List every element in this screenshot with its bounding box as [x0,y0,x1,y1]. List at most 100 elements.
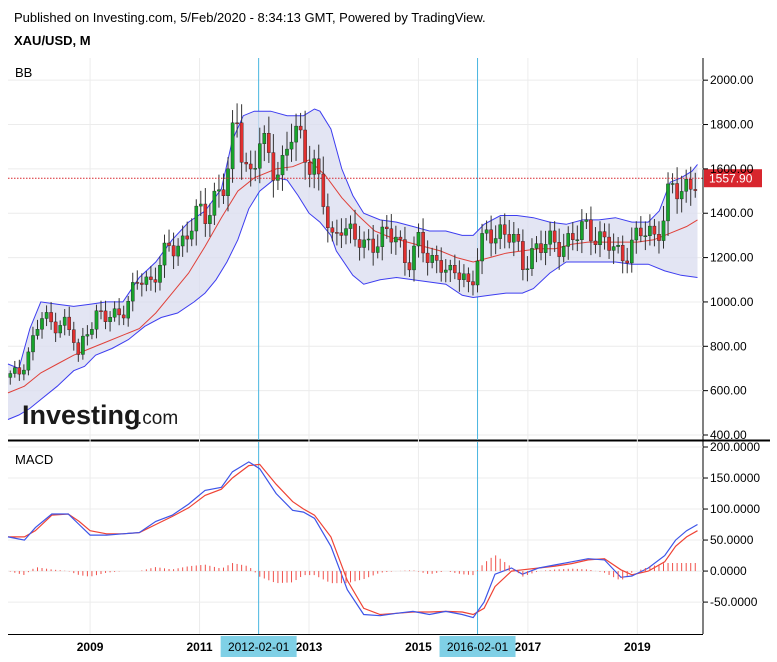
price-tick-label: 600.00 [710,384,747,398]
candle-body [49,312,53,323]
candle-body [189,230,194,240]
bollinger-bands [7,108,698,420]
candle-body [316,158,321,175]
candle-body [76,342,81,355]
candle-body [684,178,688,192]
candle-body [67,316,71,331]
candle-body [493,238,498,244]
candle-body [539,243,543,253]
candle-body [657,233,661,241]
candle-body [634,227,639,241]
candle-body [534,243,539,249]
candle-body [239,122,244,163]
candle-body [221,189,226,197]
candle-body [203,203,208,224]
candle-body [516,233,521,242]
candle-body [575,239,580,241]
candle-body [53,321,58,334]
investing-logo: Investing .com [22,400,178,430]
candle-body [235,122,239,125]
candle-body [158,265,162,283]
candle-body [466,273,471,282]
candle-body [584,219,589,222]
candle-body [444,269,448,273]
last-price-line: 1557.90 [8,169,762,188]
candle-body [661,220,666,241]
candle-body [407,262,412,271]
candle-body [688,178,693,190]
candle-body [90,329,94,335]
candle-body [185,235,190,240]
signal-line [8,463,698,616]
logo-brand: Investing [22,400,141,430]
candles [8,103,698,385]
candle-body [307,162,312,175]
macd-line [7,461,698,619]
candle-body [81,335,85,355]
candle-body [326,206,330,229]
candle-body [271,152,276,181]
candle-body [8,373,13,378]
bb-pane-title: BB [15,65,32,80]
candle-body [357,239,362,248]
candle-body [502,224,507,235]
candle-body [643,235,648,238]
macd-tick-label: -50.0000 [710,595,758,609]
candle-body [12,367,17,374]
candle-body [44,312,49,319]
candle-body [366,238,371,241]
candle-body [589,219,593,242]
candle-body [330,227,335,233]
candle-body [258,143,262,169]
price-tick-label: 1600.00 [710,162,754,176]
highlight-date-label: 2016-02-01 [447,640,509,654]
candle-body [571,233,575,240]
candle-body [448,265,453,271]
candle-body [489,229,493,244]
candle-body [344,228,348,236]
candle-body [566,233,570,247]
candle-body [244,162,249,165]
macd-lines [7,461,698,619]
macd-tick-label: 0.0000 [710,564,747,578]
candle-body [171,245,176,257]
upper-band-line [7,108,698,370]
time-tick-label: 2011 [187,640,213,654]
candle-body [484,229,489,234]
highlight-date-bg [439,636,516,657]
candle-body [557,242,561,257]
candle-body [226,168,230,197]
candle-body [593,240,598,245]
candle-body [303,129,307,163]
candle-body [394,236,398,243]
candle-body [230,122,235,170]
candle-body [625,260,629,264]
candle-body [403,239,407,263]
candle-body [693,189,698,191]
candle-body [112,308,117,318]
candle-body [602,231,607,238]
macd-tick-label: 150.0000 [710,471,760,485]
candle-body [71,329,76,343]
highlight-date-label: 2012-02-01 [228,640,290,654]
candle-body [103,310,108,322]
candle-body [217,189,221,192]
candle-body [276,174,280,181]
candle-body [121,314,126,319]
macd-tick-label: 200.0000 [710,440,760,454]
candle-body [285,148,289,156]
candle-body [398,236,403,240]
candle-body [312,158,317,175]
candle-body [22,369,26,375]
candle-body [176,245,180,257]
candle-body [108,317,112,322]
candle-body [620,244,625,262]
candle-body [162,242,167,266]
candle-body [652,225,657,235]
candle-body [371,238,376,253]
candle-body [675,183,679,200]
candle-body [248,163,253,170]
candle-body [362,239,366,248]
candle-body [439,260,444,273]
